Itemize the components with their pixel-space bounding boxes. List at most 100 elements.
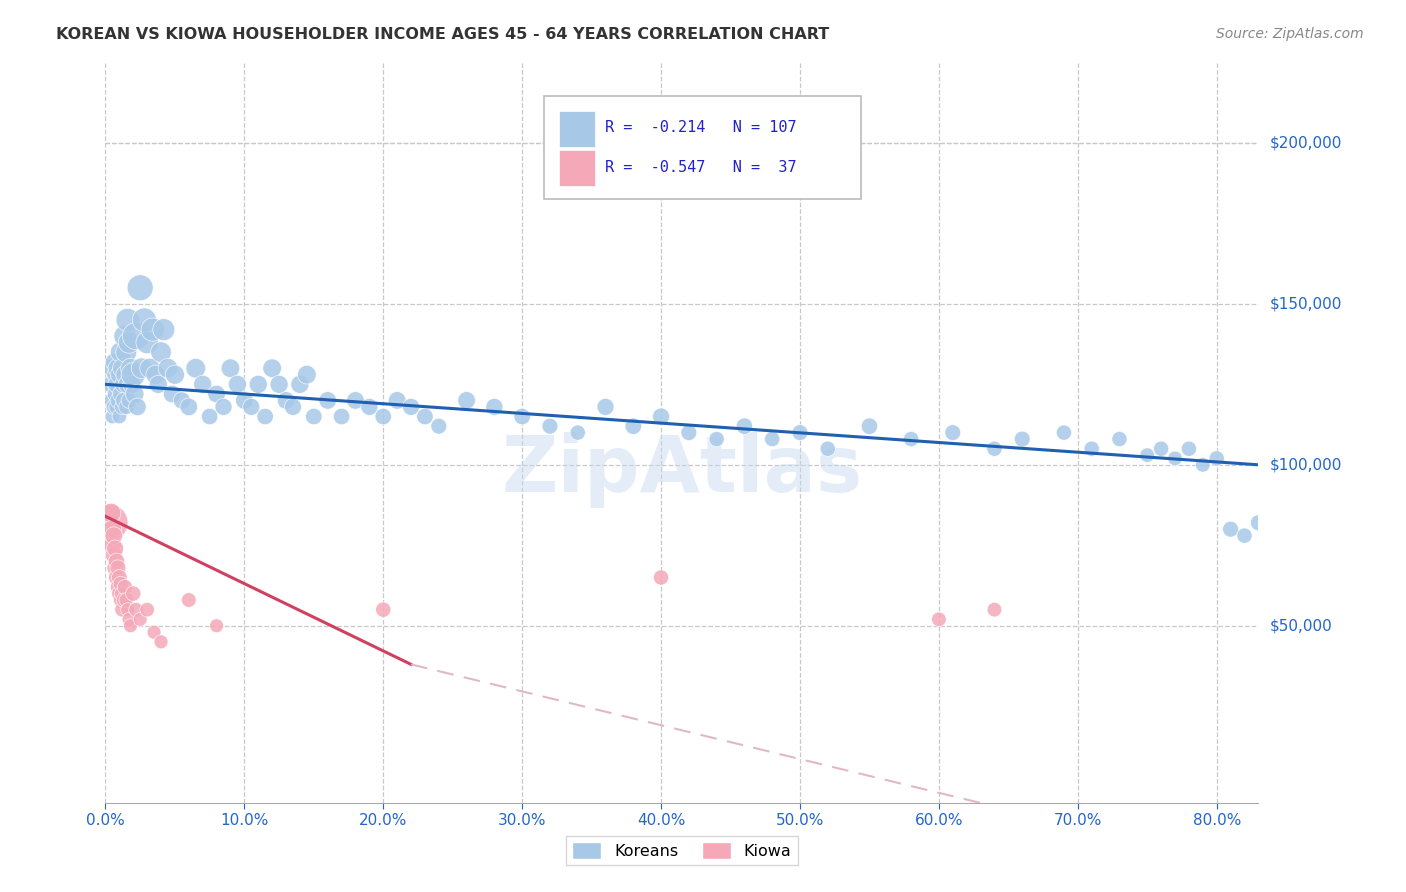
Point	[399, 400, 422, 414]
Point	[136, 335, 159, 350]
Point	[118, 393, 141, 408]
Point	[111, 602, 134, 616]
Point	[115, 593, 138, 607]
Point	[117, 377, 139, 392]
Point	[156, 361, 179, 376]
Point	[105, 377, 128, 392]
Point	[254, 409, 277, 424]
Point	[142, 323, 165, 337]
Point	[678, 425, 700, 440]
Point	[129, 612, 152, 626]
Point	[219, 361, 242, 376]
Point	[212, 400, 235, 414]
Point	[145, 368, 167, 382]
Point	[817, 442, 839, 456]
Point	[114, 580, 136, 594]
Point	[205, 387, 228, 401]
Point	[120, 619, 142, 633]
Point	[120, 361, 142, 376]
Point	[108, 586, 131, 600]
Point	[247, 377, 270, 392]
FancyBboxPatch shape	[558, 111, 596, 147]
Point	[101, 538, 124, 552]
Point	[134, 313, 156, 327]
Text: $50,000: $50,000	[1270, 618, 1333, 633]
Point	[1108, 432, 1130, 446]
Point	[107, 580, 129, 594]
Point	[621, 419, 644, 434]
Point	[942, 425, 965, 440]
Text: ZipAtlas: ZipAtlas	[502, 432, 862, 508]
Point	[510, 409, 533, 424]
Legend: Koreans, Kiowa: Koreans, Kiowa	[567, 836, 797, 865]
Point	[1178, 442, 1201, 456]
Point	[107, 393, 129, 408]
Point	[858, 419, 880, 434]
Point	[107, 561, 129, 575]
Text: KOREAN VS KIOWA HOUSEHOLDER INCOME AGES 45 - 64 YEARS CORRELATION CHART: KOREAN VS KIOWA HOUSEHOLDER INCOME AGES …	[56, 27, 830, 42]
Point	[160, 387, 183, 401]
Point	[131, 361, 153, 376]
Point	[316, 393, 339, 408]
Point	[110, 577, 132, 591]
Point	[104, 541, 127, 556]
Point	[1233, 528, 1256, 542]
Point	[983, 442, 1005, 456]
Point	[104, 561, 127, 575]
Point	[233, 393, 256, 408]
Point	[121, 377, 143, 392]
Point	[125, 602, 148, 616]
Point	[112, 593, 135, 607]
Point	[1011, 432, 1033, 446]
Point	[101, 522, 124, 536]
Point	[274, 393, 297, 408]
Point	[484, 400, 506, 414]
Point	[240, 400, 263, 414]
Point	[114, 329, 136, 343]
Point	[112, 377, 135, 392]
Text: Source: ZipAtlas.com: Source: ZipAtlas.com	[1216, 27, 1364, 41]
Point	[105, 570, 128, 584]
Text: R =  -0.214   N = 107: R = -0.214 N = 107	[605, 120, 796, 135]
Point	[108, 570, 131, 584]
Point	[177, 400, 200, 414]
Point	[114, 368, 136, 382]
Point	[288, 377, 311, 392]
Point	[118, 335, 141, 350]
Point	[295, 368, 318, 382]
Point	[104, 387, 127, 401]
Point	[302, 409, 325, 424]
Point	[105, 400, 128, 414]
Point	[122, 368, 145, 382]
Point	[983, 602, 1005, 616]
Point	[127, 400, 149, 414]
FancyBboxPatch shape	[544, 95, 860, 200]
Point	[117, 313, 139, 327]
Point	[1219, 522, 1241, 536]
Point	[112, 393, 135, 408]
Point	[1150, 442, 1173, 456]
Point	[129, 281, 152, 295]
Point	[101, 361, 124, 376]
Point	[595, 400, 617, 414]
Point	[103, 548, 125, 562]
Point	[191, 377, 214, 392]
Point	[1053, 425, 1076, 440]
Point	[344, 393, 367, 408]
FancyBboxPatch shape	[558, 150, 596, 186]
Point	[117, 602, 139, 616]
Point	[139, 361, 162, 376]
Point	[413, 409, 436, 424]
Point	[567, 425, 589, 440]
Point	[108, 409, 131, 424]
Point	[100, 506, 122, 520]
Point	[359, 400, 381, 414]
Point	[110, 345, 132, 359]
Point	[1164, 451, 1187, 466]
Point	[111, 361, 134, 376]
Point	[373, 602, 395, 616]
Point	[1191, 458, 1213, 472]
Point	[706, 432, 728, 446]
Point	[103, 355, 125, 369]
Point	[789, 425, 811, 440]
